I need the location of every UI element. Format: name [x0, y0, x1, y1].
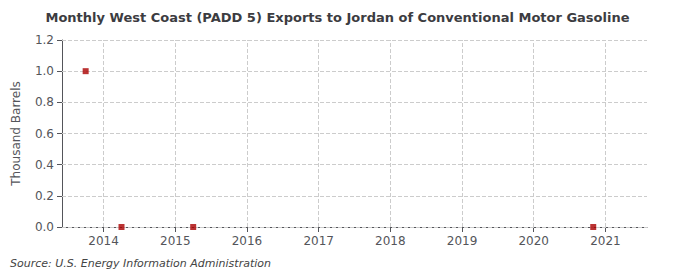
svg-text:2018: 2018: [375, 234, 406, 248]
svg-text:2016: 2016: [232, 234, 263, 248]
svg-text:1.2: 1.2: [35, 33, 54, 47]
svg-text:Source: U.S. Energy Informatio: Source: U.S. Energy Information Administ…: [10, 257, 271, 270]
svg-text:Thousand Barrels: Thousand Barrels: [9, 81, 23, 186]
svg-text:2014: 2014: [88, 234, 119, 248]
svg-text:0.6: 0.6: [35, 127, 54, 141]
svg-text:2020: 2020: [518, 234, 549, 248]
svg-text:Monthly West Coast (PADD 5) Ex: Monthly West Coast (PADD 5) Exports to J…: [45, 10, 629, 25]
svg-text:0.8: 0.8: [35, 95, 54, 109]
svg-text:2017: 2017: [303, 234, 334, 248]
svg-text:0.2: 0.2: [35, 189, 54, 203]
svg-text:0.4: 0.4: [35, 158, 54, 172]
svg-text:2019: 2019: [447, 234, 478, 248]
svg-text:2021: 2021: [590, 234, 621, 248]
svg-text:2015: 2015: [160, 234, 191, 248]
svg-text:1.0: 1.0: [35, 64, 54, 78]
svg-text:0.0: 0.0: [35, 220, 54, 234]
